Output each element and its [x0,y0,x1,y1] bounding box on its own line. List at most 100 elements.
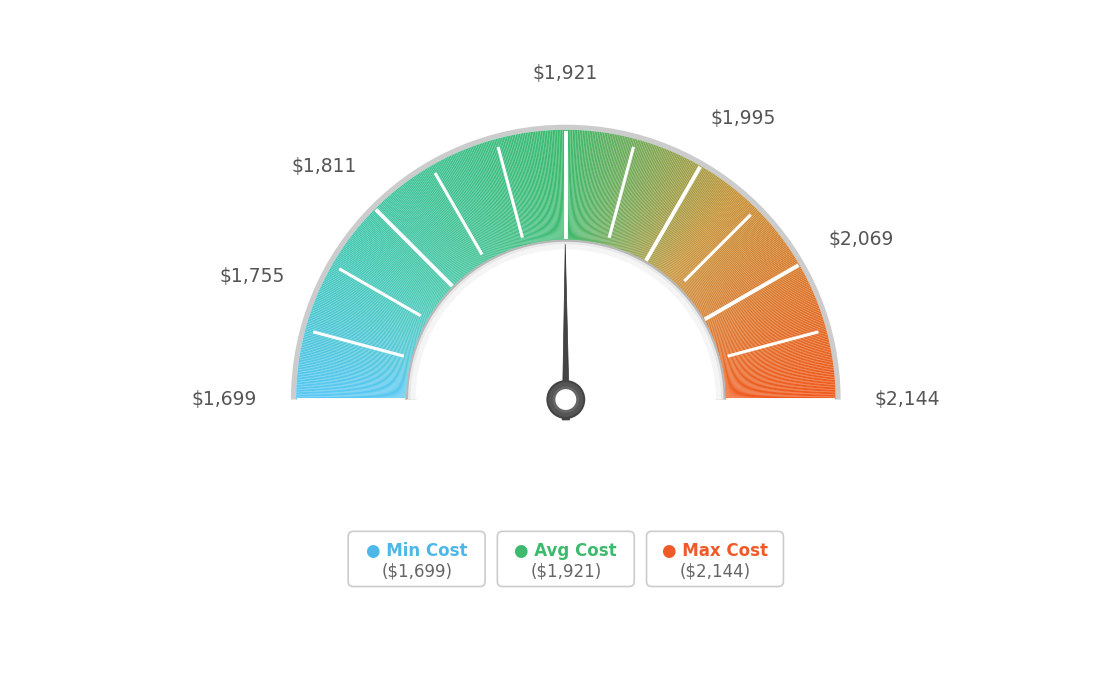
Wedge shape [299,361,408,377]
Wedge shape [601,137,626,244]
Wedge shape [668,193,741,278]
Wedge shape [613,142,648,248]
Wedge shape [440,160,492,259]
Text: $1,699: $1,699 [192,390,257,409]
Wedge shape [630,152,676,254]
Wedge shape [693,237,782,304]
Wedge shape [296,398,406,400]
Wedge shape [620,146,660,250]
Wedge shape [680,211,760,289]
Wedge shape [659,180,724,270]
Wedge shape [454,153,501,255]
Wedge shape [329,270,426,324]
Wedge shape [689,229,776,299]
Wedge shape [562,130,565,240]
Wedge shape [468,148,509,251]
Wedge shape [616,144,652,248]
Wedge shape [493,139,524,246]
Wedge shape [576,130,584,241]
Wedge shape [461,150,506,253]
Wedge shape [291,125,840,400]
Wedge shape [332,264,428,320]
Wedge shape [484,142,519,248]
Wedge shape [684,219,767,293]
Wedge shape [517,134,538,243]
Wedge shape [659,181,725,271]
Wedge shape [415,175,478,267]
Wedge shape [327,274,425,326]
Wedge shape [438,161,491,259]
Wedge shape [637,159,688,257]
Text: ($1,921): ($1,921) [530,562,602,580]
Wedge shape [383,199,459,282]
Wedge shape [712,291,814,336]
Wedge shape [297,380,407,388]
Wedge shape [719,324,826,356]
Wedge shape [378,205,455,286]
Wedge shape [298,367,407,382]
Wedge shape [526,132,543,242]
Wedge shape [296,384,406,391]
Wedge shape [516,135,537,243]
Wedge shape [636,158,687,257]
Wedge shape [537,131,550,241]
Wedge shape [339,252,433,313]
Wedge shape [368,215,449,291]
Wedge shape [370,213,452,290]
Wedge shape [305,329,412,359]
Wedge shape [696,242,786,308]
FancyBboxPatch shape [647,531,784,586]
Wedge shape [630,153,678,255]
Wedge shape [456,152,501,254]
Wedge shape [420,172,480,266]
Wedge shape [721,337,829,364]
Wedge shape [297,376,407,386]
Bar [396,400,735,430]
Wedge shape [298,362,408,379]
Wedge shape [500,137,528,245]
Wedge shape [298,369,407,382]
Wedge shape [297,381,406,390]
Wedge shape [374,209,453,288]
Wedge shape [535,131,549,241]
Text: ($2,144): ($2,144) [679,562,751,580]
Wedge shape [316,297,418,340]
Wedge shape [533,132,548,241]
Wedge shape [570,130,574,240]
Wedge shape [523,133,542,242]
Wedge shape [722,351,831,372]
Wedge shape [683,217,766,293]
Wedge shape [344,244,436,308]
Wedge shape [720,333,828,361]
Wedge shape [649,169,708,264]
Wedge shape [296,393,406,397]
Wedge shape [320,288,421,335]
Wedge shape [699,250,792,313]
Wedge shape [318,291,420,336]
Wedge shape [465,149,507,252]
Wedge shape [713,299,817,341]
Wedge shape [369,214,450,290]
Wedge shape [314,302,417,343]
Wedge shape [302,337,411,364]
Wedge shape [555,130,561,240]
Wedge shape [684,220,768,294]
Wedge shape [688,225,773,297]
Wedge shape [330,266,427,322]
Wedge shape [602,137,628,244]
Wedge shape [622,147,662,250]
Wedge shape [333,261,429,318]
Wedge shape [661,184,729,273]
Wedge shape [308,319,414,353]
Wedge shape [300,349,410,371]
Wedge shape [302,339,411,365]
Wedge shape [705,268,803,323]
Wedge shape [626,150,670,253]
Wedge shape [375,208,454,287]
Wedge shape [722,349,831,371]
Wedge shape [318,293,420,337]
Wedge shape [586,132,602,241]
Wedge shape [527,132,544,241]
Wedge shape [606,139,636,246]
Wedge shape [677,205,754,286]
